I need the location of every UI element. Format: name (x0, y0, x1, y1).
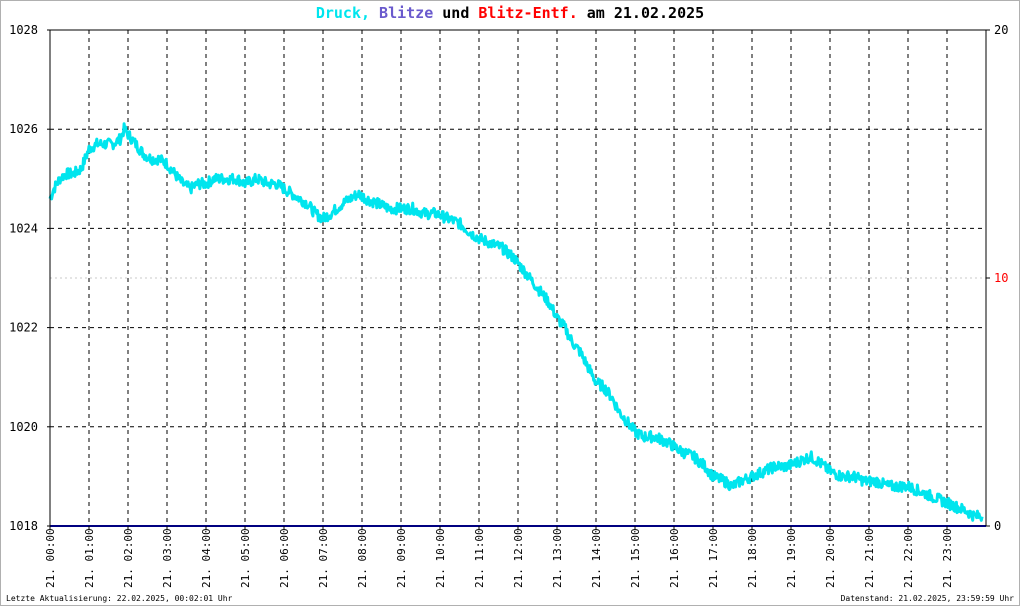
x-tick-label: 21. 11:00 (473, 528, 486, 588)
x-tick-label: 21. 00:00 (44, 528, 57, 588)
y-tick-label-left: 1028 (9, 23, 38, 37)
series-druck (48, 122, 984, 522)
x-tick-label: 21. 08:00 (356, 528, 369, 588)
x-tick-label: 21. 18:00 (746, 528, 759, 588)
x-tick-label: 21. 03:00 (161, 528, 174, 588)
title-date: am 21.02.2025 (586, 4, 705, 22)
x-tick-label: 21. 12:00 (512, 528, 525, 588)
x-tick-label: 21. 21:00 (863, 528, 876, 588)
x-tick-label: 21. 09:00 (395, 528, 408, 588)
y-tick-label-right: 0 (994, 519, 1001, 533)
last-update-text: Letzte Aktualisierung: 22.02.2025, 00:02… (6, 594, 233, 603)
y-tick-label-left: 1026 (9, 122, 38, 136)
y-tick-label-left: 1022 (9, 321, 38, 335)
x-tick-label: 21. 14:00 (590, 528, 603, 588)
grid (50, 29, 986, 527)
x-tick-label: 21. 15:00 (629, 528, 642, 588)
x-tick-label: 21. 16:00 (668, 528, 681, 588)
title-blitze: Blitze (379, 4, 434, 22)
x-tick-label: 21. 05:00 (239, 528, 252, 588)
x-tick-label: 21. 10:00 (434, 528, 447, 588)
data-status-text: Datenstand: 21.02.2025, 23:59:59 Uhr (840, 594, 1014, 603)
x-tick-label: 21. 20:00 (824, 528, 837, 588)
x-tick-label: 21. 02:00 (122, 528, 135, 588)
title-blitz-entf: Blitz-Entf. (478, 4, 578, 22)
title-druck: Druck, (315, 4, 371, 22)
y-tick-label-right: 10 (994, 271, 1008, 285)
x-tick-label: 21. 04:00 (200, 528, 213, 588)
title-und: und (442, 4, 470, 22)
x-tick-label: 21. 22:00 (902, 528, 915, 588)
x-tick-label: 21. 01:00 (83, 528, 96, 588)
y-tick-label-left: 1024 (9, 221, 38, 235)
x-tick-label: 21. 13:00 (551, 528, 564, 588)
y-tick-label-left: 1020 (9, 420, 38, 434)
y-tick-label-right: 20 (994, 23, 1008, 37)
x-tick-label: 21. 07:00 (317, 528, 330, 588)
x-tick-label: 21. 19:00 (785, 528, 798, 588)
x-tick-label: 21. 17:00 (707, 528, 720, 588)
x-tick-label: 21. 06:00 (278, 528, 291, 588)
y-tick-label-left: 1018 (9, 519, 38, 533)
x-tick-label: 21. 23:00 (941, 528, 954, 588)
chart-title: Druck, Blitze und Blitz-Entf. am 21.02.2… (0, 4, 1020, 22)
